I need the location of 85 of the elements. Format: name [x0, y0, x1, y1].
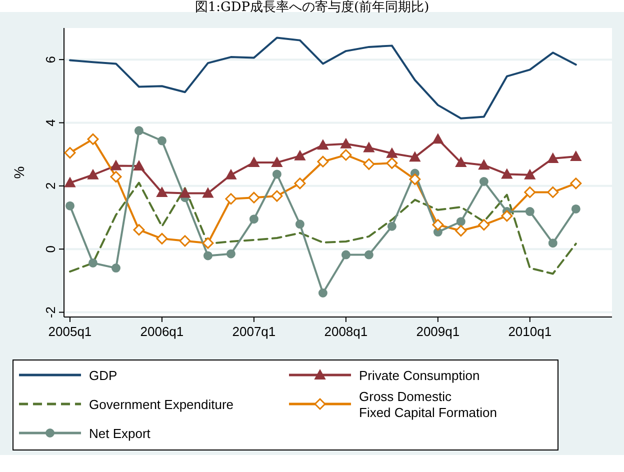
point [202, 188, 214, 198]
point [548, 238, 558, 248]
line-series [68, 36, 577, 120]
point [179, 188, 190, 198]
point [409, 174, 421, 186]
point [456, 217, 466, 226]
point [249, 214, 258, 224]
point [156, 187, 168, 198]
point [455, 157, 466, 168]
legend-label: Gross Domestic Fixed Capital Formation [359, 389, 497, 420]
point [87, 169, 98, 180]
point [179, 235, 191, 247]
point [226, 249, 236, 258]
point [340, 138, 352, 148]
point [478, 219, 490, 231]
point [387, 222, 396, 231]
point [340, 149, 352, 161]
point [570, 151, 582, 162]
point [134, 126, 144, 136]
point [525, 207, 534, 216]
x-tick-label: 2009q1 [416, 324, 460, 339]
point [88, 258, 98, 268]
point [317, 140, 328, 150]
point [363, 142, 374, 152]
point [364, 250, 374, 260]
point [65, 201, 74, 210]
point [203, 251, 212, 260]
point [157, 136, 166, 146]
y-tick-label: 6 [43, 56, 58, 64]
point [110, 160, 122, 170]
legend-label: GDP [89, 368, 118, 383]
point [318, 288, 328, 298]
point [501, 168, 512, 179]
point [225, 193, 237, 205]
point [455, 225, 467, 237]
point [248, 192, 260, 204]
point [202, 237, 214, 249]
point [317, 156, 329, 168]
point [110, 171, 122, 183]
point [272, 170, 282, 179]
y-tick-label: 4 [43, 119, 58, 126]
legend-label: Private Consumption [359, 368, 480, 383]
point [111, 264, 120, 273]
point [478, 160, 490, 170]
point [341, 250, 350, 260]
point [409, 152, 420, 162]
point [295, 220, 304, 229]
point [524, 186, 536, 198]
x-tick-label: 2006q1 [140, 324, 184, 339]
point [386, 157, 398, 169]
point [156, 232, 168, 244]
x-tick-label: 2005q1 [48, 324, 92, 339]
x-tick-label: 2010q1 [508, 324, 552, 339]
point [432, 219, 444, 231]
point [501, 210, 513, 222]
point [294, 150, 306, 160]
y-axis-title: % [11, 166, 27, 179]
point [547, 186, 559, 198]
point [87, 133, 99, 145]
point [570, 178, 582, 190]
point [363, 158, 375, 170]
x-tick-label: 2008q1 [324, 324, 368, 339]
point [547, 152, 558, 163]
point [524, 169, 536, 180]
point [432, 134, 444, 144]
point [386, 148, 398, 158]
point [248, 157, 260, 168]
point [133, 224, 145, 236]
legend-label: Net Export [89, 426, 151, 441]
point [271, 157, 282, 168]
point [571, 204, 580, 214]
point [64, 177, 76, 188]
line-series [68, 182, 577, 275]
point [271, 190, 283, 202]
point [64, 147, 76, 159]
y-tick-label: -2 [43, 306, 58, 318]
point [479, 177, 488, 186]
point [294, 178, 306, 190]
point [225, 169, 236, 180]
chart-title: 図1:GDP成長率への寄与度(前年同期比) [194, 0, 430, 15]
y-tick-label: 2 [43, 182, 58, 190]
y-tick-label: 0 [43, 245, 58, 253]
legend-label: Government Expenditure [89, 397, 234, 412]
point [133, 160, 144, 171]
x-tick-label: 2007q1 [232, 324, 276, 339]
